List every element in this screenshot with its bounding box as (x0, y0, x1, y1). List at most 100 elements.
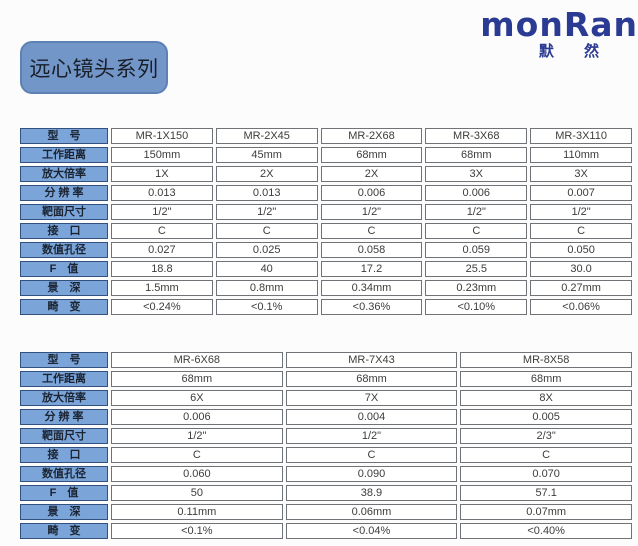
value-cell: C (530, 223, 632, 239)
row-label-cell: 工作距离 (20, 371, 108, 387)
row-label-cell: 数值孔径 (20, 242, 108, 258)
value-cell: 0.006 (111, 409, 283, 425)
value-cell: 3X (425, 166, 528, 182)
spec-row: F 值 50 38.9 57.1 (20, 485, 632, 501)
value-cell: 40 (215, 261, 318, 277)
value-cell: 0.8mm (215, 280, 318, 296)
spec-row: 分 辨 率 0.013 0.013 0.006 0.006 0.007 (20, 185, 632, 201)
row-label-cell: 分 辨 率 (20, 409, 108, 425)
value-cell: 8X (460, 390, 632, 406)
value-cell: <0.10% (425, 299, 528, 315)
value-cell: 0.23mm (425, 280, 528, 296)
spec-row: 数值孔径 0.027 0.025 0.058 0.059 0.050 (20, 242, 632, 258)
spec-row: 工作距离 150mm 45mm 68mm 68mm 110mm (20, 147, 632, 163)
model-name-cell: MR-8X58 (460, 352, 632, 368)
row-label-cell: 接 口 (20, 447, 108, 463)
value-cell: 50 (111, 485, 283, 501)
model-name-cell: MR-7X43 (285, 352, 458, 368)
value-cell: C (285, 447, 458, 463)
value-cell: <0.06% (530, 299, 632, 315)
value-cell: 0.013 (215, 185, 318, 201)
value-cell: 150mm (111, 147, 213, 163)
value-cell: 0.006 (425, 185, 528, 201)
value-cell: <0.40% (460, 523, 632, 539)
spec-row: 数值孔径 0.060 0.090 0.070 (20, 466, 632, 482)
model-name-cell: MR-2X45 (215, 128, 318, 144)
value-cell: 6X (111, 390, 283, 406)
value-cell: <0.04% (285, 523, 458, 539)
value-cell: 2X (320, 166, 423, 182)
value-cell: 0.34mm (320, 280, 423, 296)
spec-row: 畸 变 <0.1% <0.04% <0.40% (20, 523, 632, 539)
model-name-cell: MR-6X68 (111, 352, 283, 368)
value-cell: 0.058 (320, 242, 423, 258)
value-cell: <0.36% (320, 299, 423, 315)
value-cell: 0.007 (530, 185, 632, 201)
value-cell: 0.004 (285, 409, 458, 425)
spec-row: 靶面尺寸 1/2" 1/2" 2/3" (20, 428, 632, 444)
model-name-cell: MR-1X150 (111, 128, 213, 144)
value-cell: C (111, 223, 213, 239)
spec-row: 放大倍率 1X 2X 2X 3X 3X (20, 166, 632, 182)
spec-row: 景 深 0.11mm 0.06mm 0.07mm (20, 504, 632, 520)
row-label-cell: 放大倍率 (20, 166, 108, 182)
value-cell: <0.24% (111, 299, 213, 315)
model-header-row: 型 号 MR-6X68 MR-7X43 MR-8X58 (20, 352, 632, 368)
spec-table-2: 型 号 MR-6X68 MR-7X43 MR-8X58 工作距离 68mm 68mm 68mm… (17, 349, 635, 542)
spec-table-1: 型 号 MR-1X150 MR-2X45 MR-2X68 MR-3X68 MR-3X110… (17, 125, 635, 318)
value-cell: 30.0 (530, 261, 632, 277)
value-cell: 1/2" (111, 204, 213, 220)
row-label-cell: 靶面尺寸 (20, 204, 108, 220)
series-title-banner: 远心镜头系列 (20, 41, 168, 94)
value-cell: 1/2" (425, 204, 528, 220)
value-cell: 0.06mm (285, 504, 458, 520)
value-cell: 0.005 (460, 409, 632, 425)
row-label-cell: 分 辨 率 (20, 185, 108, 201)
model-name-cell: MR-3X110 (530, 128, 632, 144)
value-cell: 3X (530, 166, 632, 182)
model-name-cell: MR-3X68 (425, 128, 528, 144)
value-cell: 1.5mm (111, 280, 213, 296)
value-cell: <0.1% (111, 523, 283, 539)
value-cell: 0.07mm (460, 504, 632, 520)
value-cell: 45mm (215, 147, 318, 163)
brand-wordmark: monRan (480, 5, 638, 44)
brand-chinese-name: 默 然 (538, 43, 612, 60)
value-cell: C (215, 223, 318, 239)
value-cell: 57.1 (460, 485, 632, 501)
value-cell: 68mm (460, 371, 632, 387)
value-cell: 1/2" (530, 204, 632, 220)
row-label-cell: 畸 变 (20, 523, 108, 539)
value-cell: 0.070 (460, 466, 632, 482)
spec-row: 畸 变 <0.24% <0.1% <0.36% <0.10% <0.06% (20, 299, 632, 315)
value-cell: 0.050 (530, 242, 632, 258)
row-label-cell: F 值 (20, 261, 108, 277)
value-cell: 1/2" (320, 204, 423, 220)
value-cell: 2X (215, 166, 318, 182)
spec-row: 靶面尺寸 1/2" 1/2" 1/2" 1/2" 1/2" (20, 204, 632, 220)
value-cell: 1X (111, 166, 213, 182)
value-cell: 1/2" (285, 428, 458, 444)
value-cell: 68mm (320, 147, 423, 163)
row-label-cell: 景 深 (20, 504, 108, 520)
value-cell: 7X (285, 390, 458, 406)
value-cell: <0.1% (215, 299, 318, 315)
row-label-cell: 放大倍率 (20, 390, 108, 406)
value-cell: 2/3" (460, 428, 632, 444)
value-cell: 0.27mm (530, 280, 632, 296)
page-title: 远心镜头系列 (29, 57, 159, 81)
value-cell: C (111, 447, 283, 463)
spec-row: F 值 18.8 40 17.2 25.5 30.0 (20, 261, 632, 277)
row-label-cell: 数值孔径 (20, 466, 108, 482)
spec-table-1-container: 型 号 MR-1X150 MR-2X45 MR-2X68 MR-3X68 MR-3X110… (17, 125, 635, 318)
spec-row: 工作距离 68mm 68mm 68mm (20, 371, 632, 387)
value-cell: 0.11mm (111, 504, 283, 520)
spec-row: 分 辨 率 0.006 0.004 0.005 (20, 409, 632, 425)
value-cell: 0.059 (425, 242, 528, 258)
value-cell: 68mm (285, 371, 458, 387)
value-cell: 25.5 (425, 261, 528, 277)
corner-label-cell: 型 号 (20, 352, 108, 368)
